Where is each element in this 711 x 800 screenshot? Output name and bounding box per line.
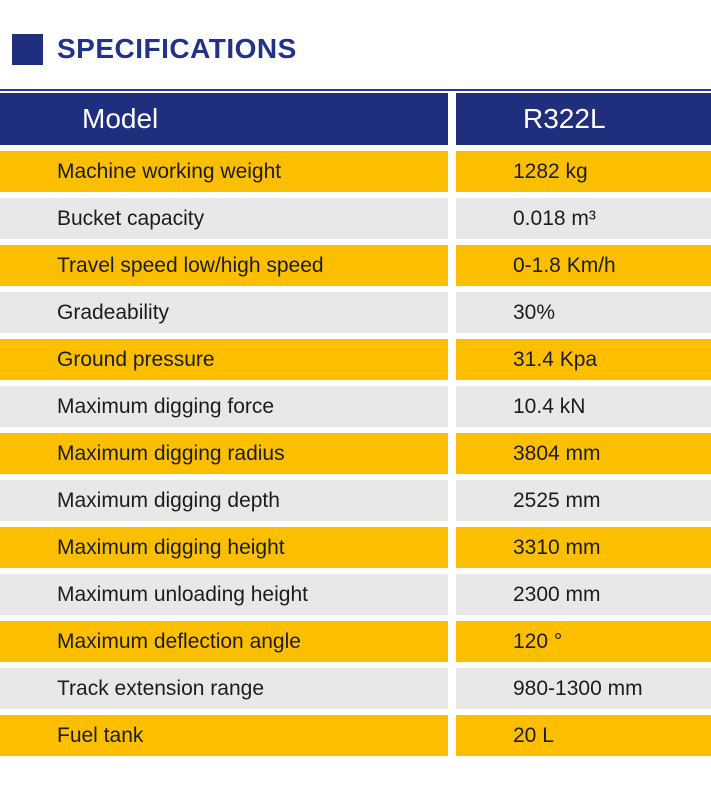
table-row: Gradeability 30% <box>0 292 711 333</box>
table-row: Maximum digging depth 2525 mm <box>0 480 711 521</box>
table-row: Track extension range 980-1300 mm <box>0 668 711 709</box>
spec-label-cell: Maximum digging radius <box>0 433 448 474</box>
title-bullet-square-icon <box>12 33 43 65</box>
spec-label-cell: Fuel tank <box>0 715 448 756</box>
spec-value-cell: 0-1.8 Km/h <box>456 245 711 286</box>
spec-label-cell: Maximum digging depth <box>0 480 448 521</box>
spec-label-cell: Maximum deflection angle <box>0 621 448 662</box>
spec-value-cell: 20 L <box>456 715 711 756</box>
table-row: Travel speed low/high speed 0-1.8 Km/h <box>0 245 711 286</box>
title-divider <box>0 89 711 91</box>
table-row: Maximum unloading height 2300 mm <box>0 574 711 615</box>
spec-value-cell: 31.4 Kpa <box>456 339 711 380</box>
spec-label-cell: Ground pressure <box>0 339 448 380</box>
spec-value-cell: 30% <box>456 292 711 333</box>
spec-value-cell: 10.4 kN <box>456 386 711 427</box>
spec-label-cell: Bucket capacity <box>0 198 448 239</box>
spec-value-cell: 3804 mm <box>456 433 711 474</box>
table-row: Ground pressure 31.4 Kpa <box>0 339 711 380</box>
column-header-model: Model <box>0 93 448 145</box>
page-title: SPECIFICATIONS <box>57 33 297 64</box>
spec-value-cell: 1282 kg <box>456 151 711 192</box>
spec-label-cell: Travel speed low/high speed <box>0 245 448 286</box>
spec-label-cell: Gradeability <box>0 292 448 333</box>
table-row: Fuel tank 20 L <box>0 715 711 756</box>
table-row: Maximum digging radius 3804 mm <box>0 433 711 474</box>
table-row: Machine working weight 1282 kg <box>0 151 711 192</box>
spec-label-cell: Machine working weight <box>0 151 448 192</box>
spec-value-cell: 120 ° <box>456 621 711 662</box>
spec-label-cell: Maximum digging height <box>0 527 448 568</box>
table-row: Maximum digging force 10.4 kN <box>0 386 711 427</box>
spec-value-cell: 0.018 m³ <box>456 198 711 239</box>
spec-value-cell: 2300 mm <box>456 574 711 615</box>
title-bar: SPECIFICATIONS <box>0 0 711 65</box>
table-row: Bucket capacity 0.018 m³ <box>0 198 711 239</box>
table-row: Maximum deflection angle 120 ° <box>0 621 711 662</box>
spec-value-cell: 980-1300 mm <box>456 668 711 709</box>
table-row: Maximum digging height 3310 mm <box>0 527 711 568</box>
spec-label-cell: Maximum unloading height <box>0 574 448 615</box>
table-body: Machine working weight 1282 kg Bucket ca… <box>0 151 711 756</box>
spec-value-cell: 2525 mm <box>456 480 711 521</box>
column-header-model-value: R322L <box>456 93 711 145</box>
spec-label-cell: Track extension range <box>0 668 448 709</box>
spec-value-cell: 3310 mm <box>456 527 711 568</box>
spec-label-cell: Maximum digging force <box>0 386 448 427</box>
spec-table: Model R322L Machine working weight 1282 … <box>0 93 711 756</box>
table-header-row: Model R322L <box>0 93 711 145</box>
